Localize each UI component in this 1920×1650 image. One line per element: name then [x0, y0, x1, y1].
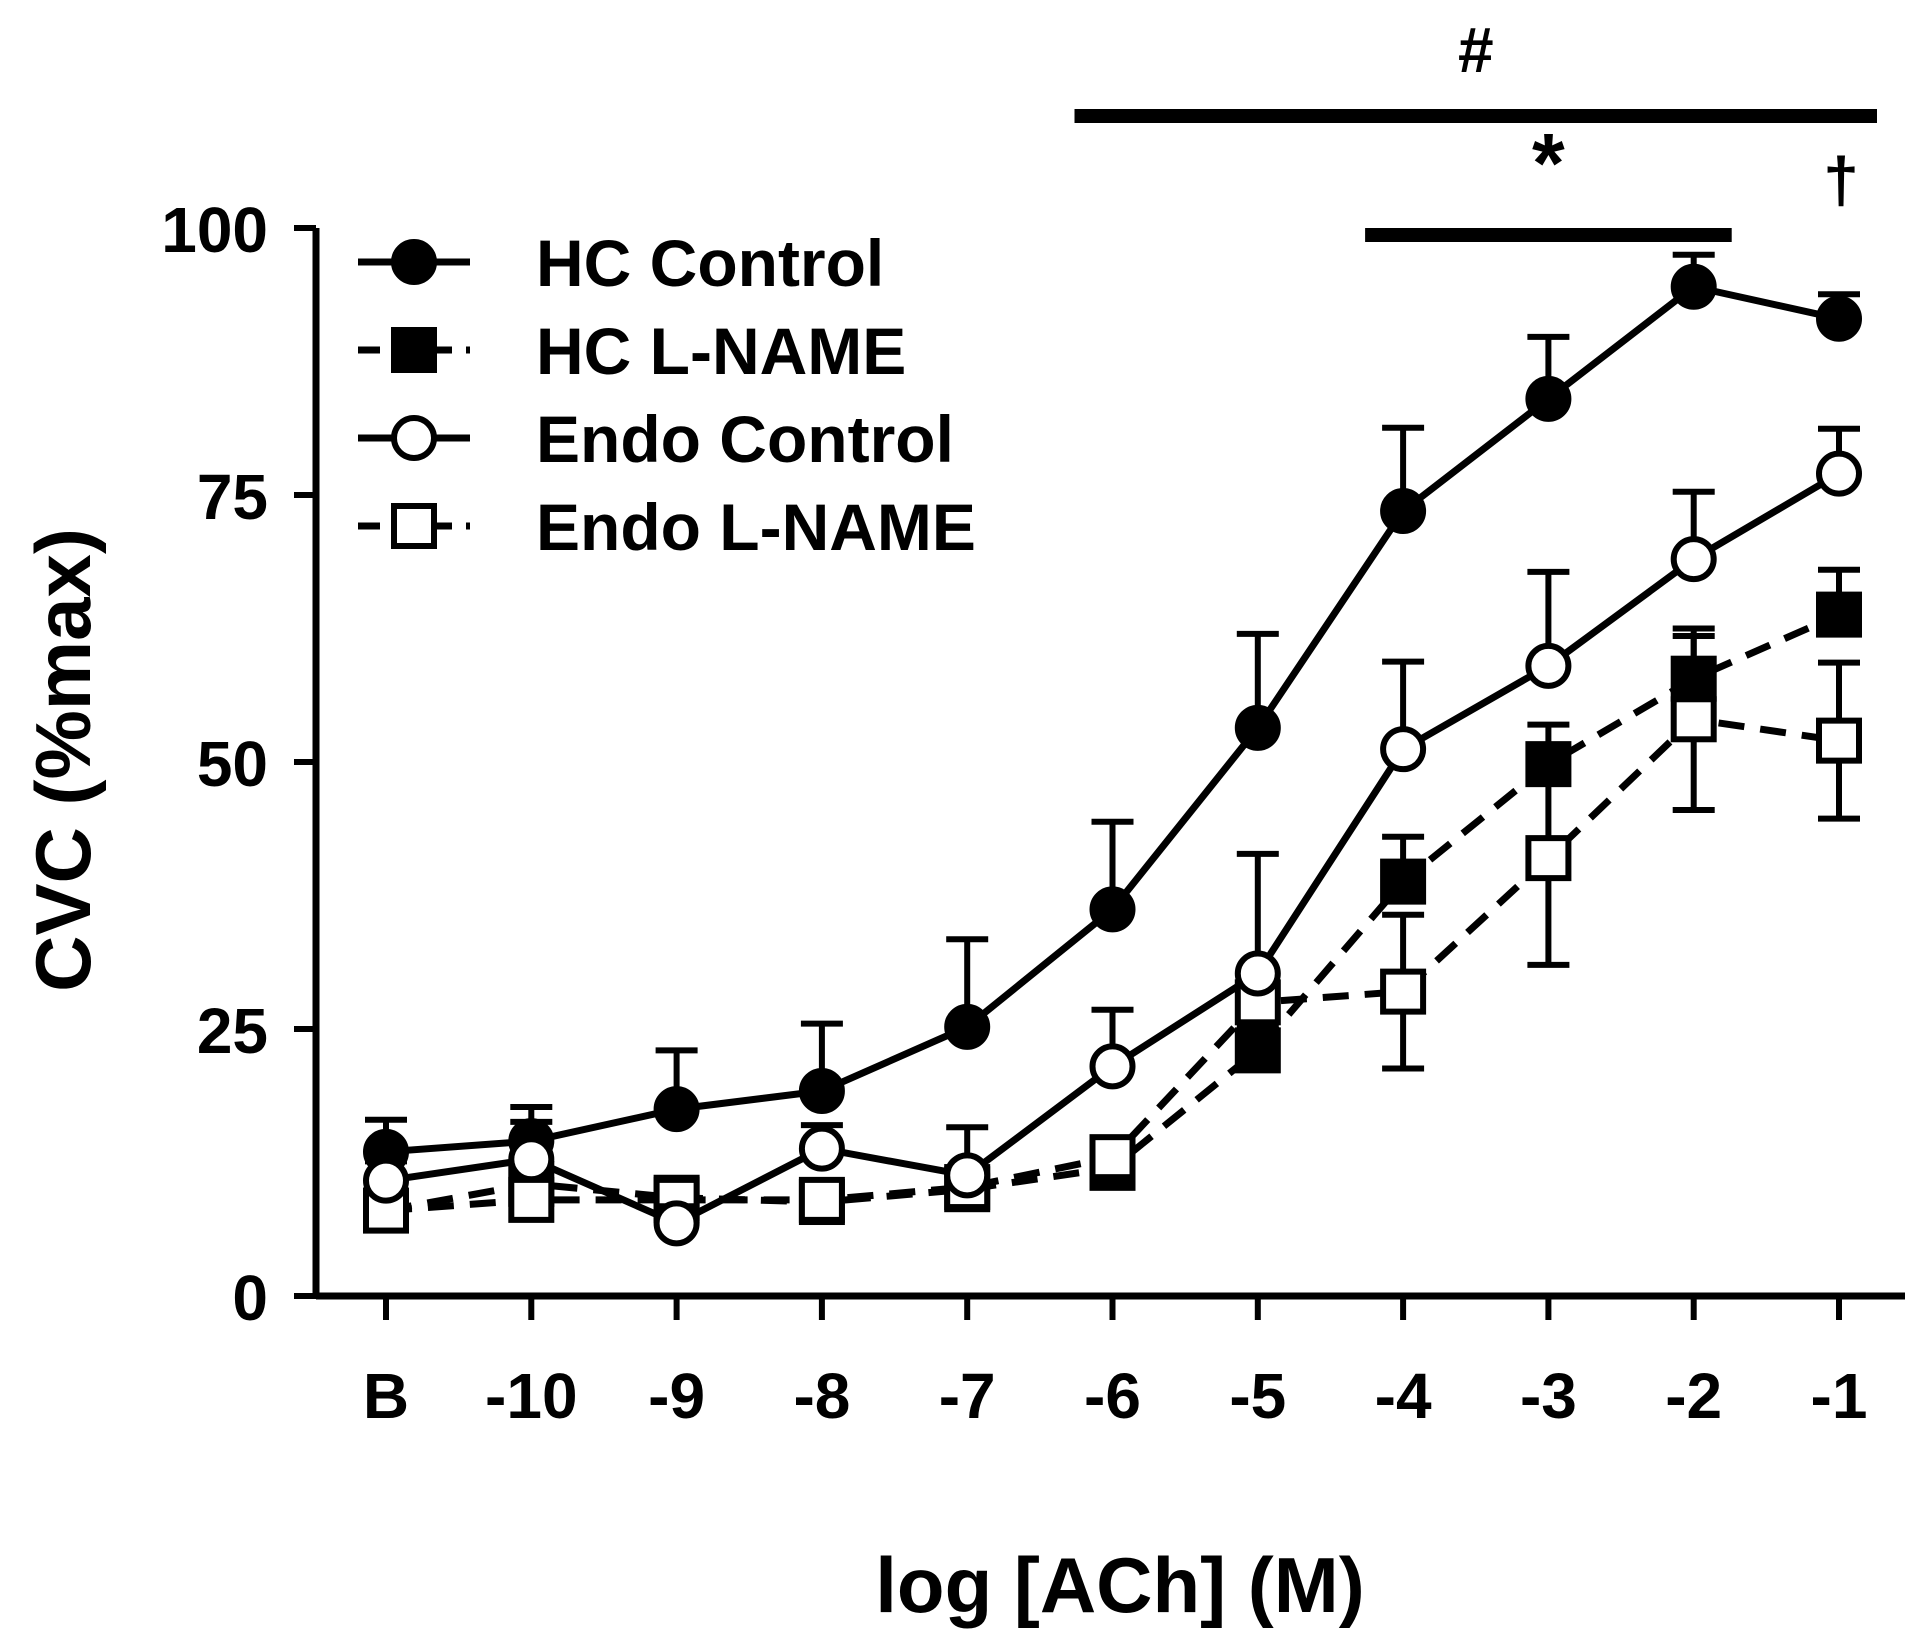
x-tick-label: -8 — [793, 1360, 850, 1432]
x-tick-label: -1 — [1811, 1360, 1868, 1432]
legend: HC Control HC L-NAME Endo Control Endo L-NA… — [358, 226, 976, 564]
legend-marker — [391, 327, 437, 373]
data-point — [1670, 536, 1717, 583]
data-point — [1089, 1134, 1136, 1181]
x-tick-label: -10 — [485, 1360, 578, 1432]
legend-marker — [391, 503, 437, 549]
legend-marker — [391, 239, 437, 285]
data-point — [1380, 858, 1427, 905]
data-point — [1816, 591, 1862, 638]
data-point — [1525, 375, 1572, 422]
data-point — [653, 1200, 700, 1247]
significance-annotations: # * † — [1074, 14, 1877, 242]
data-point — [1234, 704, 1281, 751]
x-tick-label: -7 — [939, 1360, 996, 1432]
data-point — [508, 1176, 555, 1223]
series-layer — [363, 251, 1862, 1247]
significance-symbol: † — [1823, 144, 1859, 216]
x-tick-label: -5 — [1229, 1360, 1286, 1432]
y-tick-label: 75 — [197, 461, 268, 533]
x-axis-label: log [ACh] (M) — [875, 1541, 1364, 1629]
data-point — [944, 1152, 991, 1199]
y-tick-label: 50 — [197, 728, 268, 800]
x-tick-label: -3 — [1520, 1360, 1577, 1432]
data-point — [1525, 642, 1572, 689]
legend-label: HC L-NAME — [536, 314, 906, 388]
data-point — [1670, 263, 1717, 310]
legend-label: HC Control — [536, 226, 884, 300]
x-tick-label: -4 — [1375, 1360, 1432, 1432]
y-axis-label: CVC (%max) — [19, 528, 107, 992]
x-tick-label: B — [363, 1360, 409, 1432]
legend-label: Endo L-NAME — [536, 490, 976, 564]
y-tick-label: 0 — [232, 1262, 268, 1334]
y-tick-label: 100 — [161, 194, 268, 266]
data-point — [1234, 1027, 1281, 1074]
data-point — [508, 1136, 555, 1183]
data-point — [1816, 450, 1862, 497]
data-point — [1816, 295, 1862, 342]
significance-symbol: * — [1532, 116, 1565, 210]
data-point — [1089, 886, 1136, 933]
data-point — [944, 1003, 991, 1050]
legend-label: Endo Control — [536, 402, 954, 476]
y-tick-label: 25 — [197, 995, 268, 1067]
data-point — [1089, 1043, 1136, 1090]
data-point — [798, 1125, 845, 1172]
x-tick-label: -2 — [1665, 1360, 1722, 1432]
x-tick-label: -9 — [648, 1360, 705, 1432]
data-point — [1670, 696, 1717, 743]
legend-marker — [391, 415, 437, 461]
data-point — [1380, 968, 1427, 1015]
data-point — [363, 1157, 409, 1204]
data-point — [1380, 488, 1427, 535]
series-endo-l-name — [363, 625, 1862, 1234]
data-point — [1525, 835, 1572, 882]
significance-symbol: # — [1458, 14, 1494, 86]
x-tick-label: -6 — [1084, 1360, 1141, 1432]
series-endo-control — [363, 425, 1862, 1247]
data-point — [1234, 950, 1281, 997]
tick-layer: 0 25 50 75 100 B -10 -9 -8 -7 -6 -5 -4 -3 -2 -1 — [161, 194, 1867, 1432]
data-point — [1380, 726, 1427, 773]
data-point — [798, 1176, 845, 1223]
data-point — [653, 1086, 700, 1133]
data-point — [1816, 717, 1862, 764]
data-point — [798, 1067, 845, 1114]
